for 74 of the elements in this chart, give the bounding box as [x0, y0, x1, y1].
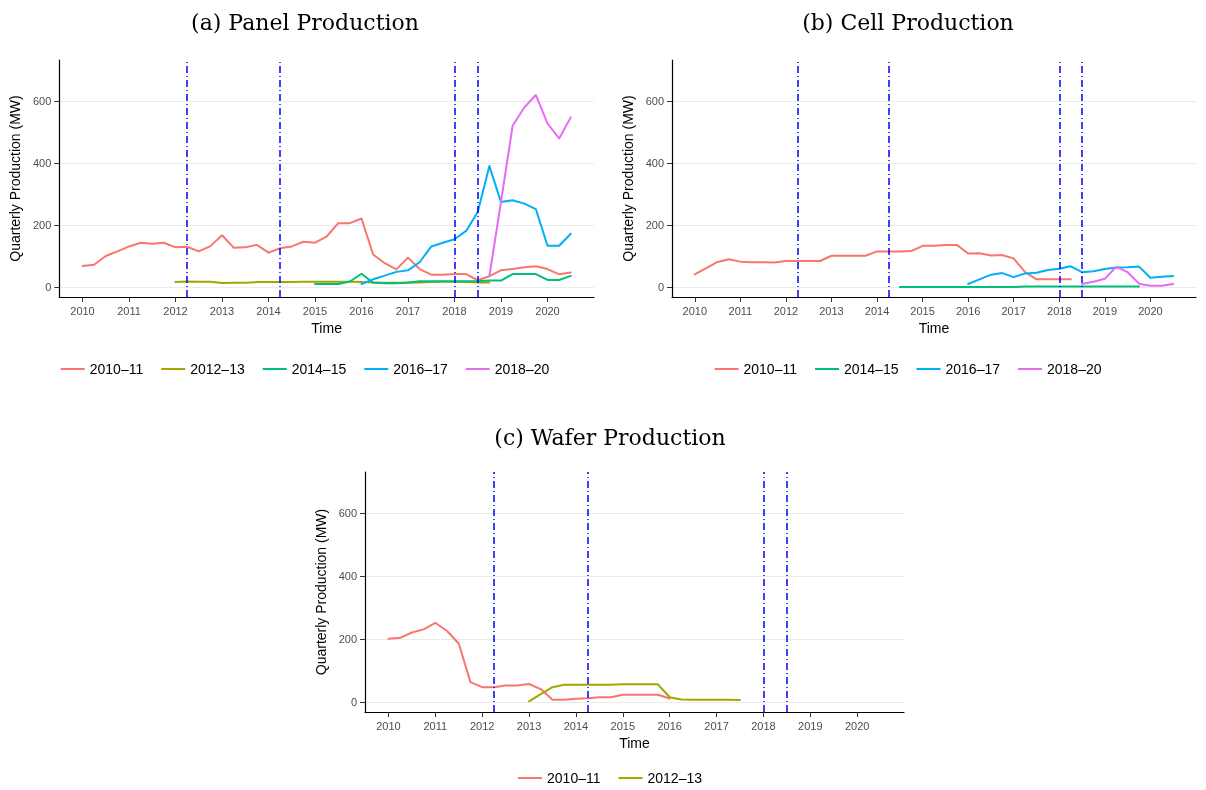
legend-label: 2012–13 — [190, 361, 245, 377]
x-tick-label: 2016 — [657, 719, 682, 732]
line-series — [967, 265, 1175, 285]
x-tick-label: 2019 — [1092, 304, 1118, 317]
y-tick-label: 200 — [645, 219, 664, 232]
x-tick-label: 2017 — [1001, 304, 1026, 317]
x-tick-label: 2020 — [1138, 304, 1163, 317]
x-axis-title: Time — [918, 319, 950, 336]
x-tick-label: 2018 — [442, 304, 467, 317]
x-tick-label: 2015 — [302, 304, 328, 317]
x-tick-label: 2014 — [864, 304, 890, 317]
x-tick-label: 2020 — [535, 304, 560, 317]
legend-label: 2018–20 — [1046, 361, 1102, 377]
x-tick-label: 2015 — [610, 719, 636, 732]
x-tick-label: 2010 — [682, 304, 708, 317]
x-tick-label: 2017 — [704, 719, 729, 732]
x-tick-label: 2010 — [70, 304, 95, 317]
x-tick-label: 2020 — [844, 719, 870, 732]
line-series — [387, 621, 671, 701]
line-series — [1081, 265, 1175, 287]
x-tick-label: 2017 — [395, 304, 421, 317]
x-tick-label: 2014 — [256, 304, 281, 317]
y-tick-label: 0 — [657, 281, 664, 294]
y-axis-title: Quarterly Production (MW) — [7, 95, 23, 262]
x-tick-label: 2019 — [798, 719, 823, 732]
x-tick-label: 2013 — [819, 304, 844, 317]
legend-label: 2014–15 — [291, 361, 347, 377]
y-tick-label: 400 — [338, 570, 357, 583]
x-tick-label: 2013 — [516, 719, 542, 732]
y-tick-label: 600 — [32, 94, 52, 107]
line-series — [314, 272, 572, 285]
legend-label: 2012–13 — [647, 770, 703, 786]
legend-label: 2016–17 — [945, 361, 1001, 377]
x-tick-label: 2011 — [728, 304, 753, 317]
line-series — [693, 243, 1072, 281]
y-tick-label: 400 — [32, 156, 52, 169]
y-tick-label: 200 — [338, 633, 357, 646]
x-tick-label: 2019 — [488, 304, 514, 317]
y-tick-label: 200 — [32, 219, 52, 232]
x-tick-label: 2012 — [773, 304, 799, 317]
x-tick-label: 2018 — [751, 719, 776, 732]
x-tick-label: 2014 — [563, 719, 589, 732]
legend-label: 2010–11 — [743, 361, 798, 377]
legend-label: 2018–20 — [494, 361, 550, 377]
chart-title: (a) Panel Production — [191, 9, 419, 35]
x-tick-label: 2012 — [469, 719, 495, 732]
x-axis-title: Time — [311, 319, 343, 336]
x-tick-label: 2010 — [376, 719, 401, 732]
line-series — [528, 683, 741, 703]
x-tick-label: 2011 — [423, 719, 448, 732]
y-tick-label: 600 — [645, 94, 664, 107]
y-axis-title: Quarterly Production (MW) — [619, 95, 636, 262]
legend-label: 2010–11 — [547, 770, 601, 786]
y-tick-label: 0 — [45, 281, 52, 294]
x-tick-label: 2011 — [117, 304, 141, 317]
x-tick-label: 2016 — [955, 304, 981, 317]
legend-label: 2010–11 — [89, 361, 144, 377]
legend-label: 2014–15 — [843, 361, 899, 377]
line-series — [360, 165, 572, 285]
legend-label: 2016–17 — [393, 361, 448, 377]
x-tick-label: 2018 — [1047, 304, 1072, 317]
y-tick-label: 600 — [338, 507, 357, 520]
x-axis-title: Time — [619, 734, 651, 751]
x-tick-label: 2013 — [209, 304, 235, 317]
y-axis-title: Quarterly Production (MW) — [312, 508, 329, 676]
x-tick-label: 2012 — [163, 304, 188, 317]
y-tick-label: 0 — [350, 695, 357, 708]
y-tick-label: 400 — [645, 156, 664, 169]
x-tick-label: 2016 — [349, 304, 374, 317]
line-series — [488, 94, 572, 278]
chart-title: (b) Cell Production — [802, 9, 1014, 35]
line-series — [81, 217, 572, 282]
x-tick-label: 2015 — [910, 304, 935, 317]
chart-title: (c) Wafer Production — [494, 424, 726, 450]
